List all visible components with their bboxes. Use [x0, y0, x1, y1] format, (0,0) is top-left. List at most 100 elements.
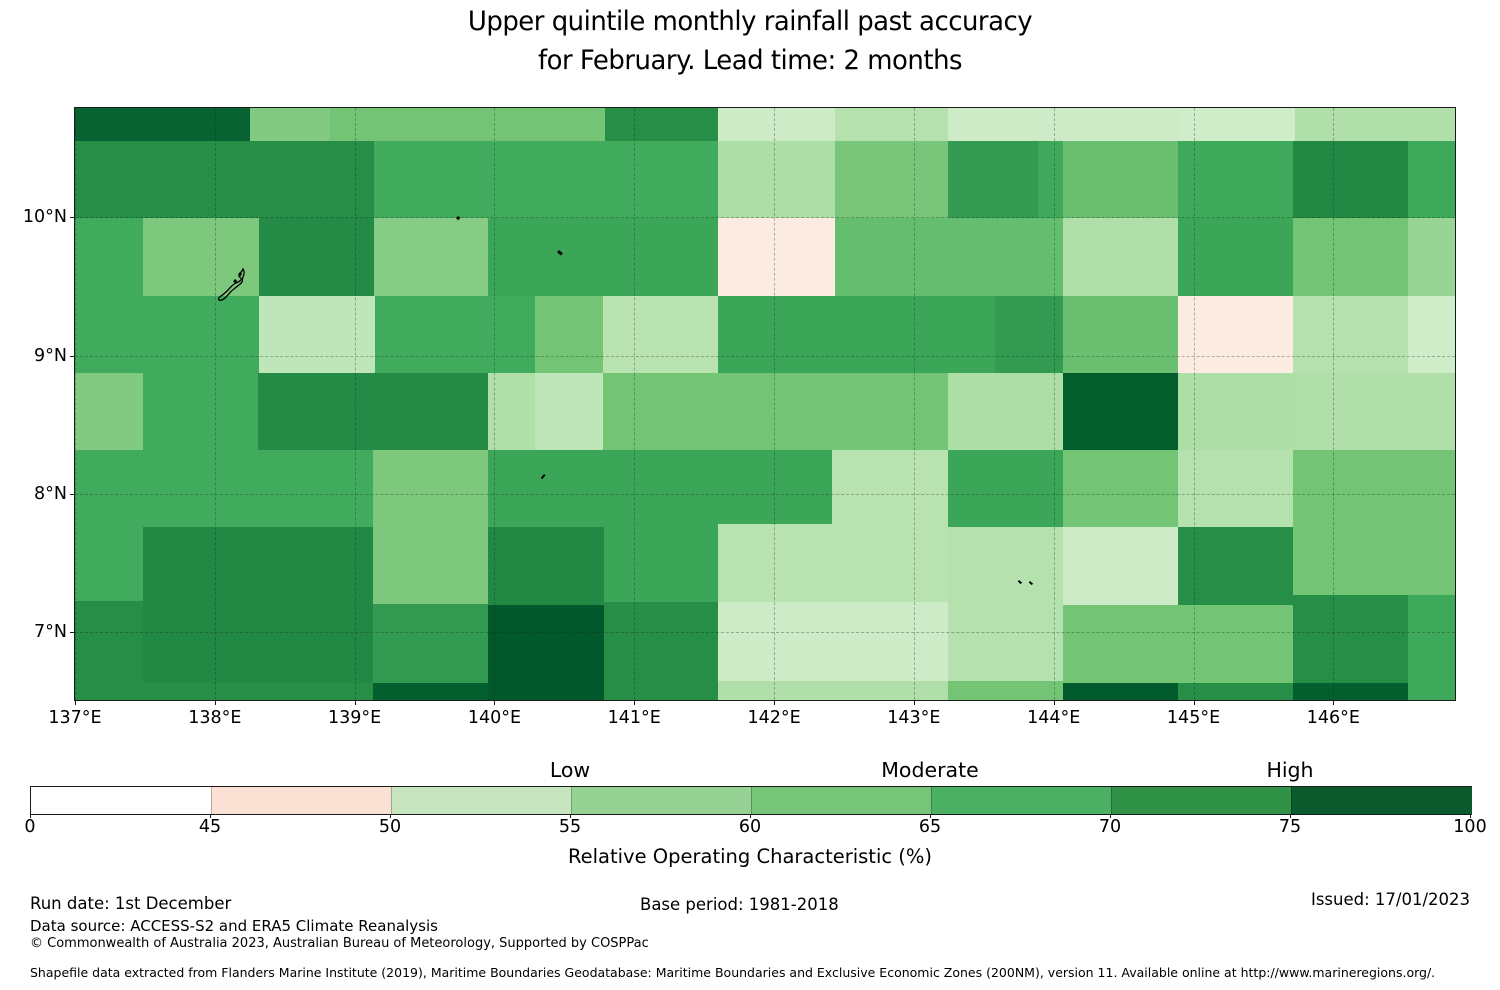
- chart-title-line2: for February. Lead time: 2 months: [537, 45, 963, 76]
- heatmap-cell: [1038, 141, 1063, 218]
- colorbar-tick: [1290, 814, 1291, 818]
- colorbar-tick: [30, 814, 31, 818]
- heatmap-cell: [75, 108, 250, 141]
- heatmap-cell: [1408, 141, 1455, 218]
- heatmap-cell: [250, 108, 330, 141]
- heatmap-cell: [604, 527, 718, 602]
- heatmap-cell: [718, 296, 995, 373]
- heatmap-cell: [718, 218, 835, 296]
- colorbar-tick: [570, 814, 571, 818]
- colorbar-tick-label: 55: [558, 817, 582, 837]
- longitude-gridline: [75, 108, 76, 700]
- latitude-gridline: [75, 632, 1455, 634]
- heatmap-cell: [75, 601, 143, 700]
- x-axis-tick: [1053, 700, 1055, 705]
- colorbar-tick-label: 75: [1278, 817, 1302, 837]
- x-axis-tick-label: 137°E: [48, 708, 102, 728]
- colorbar-tick-label: 65: [918, 817, 942, 837]
- x-axis-tick: [1333, 700, 1335, 705]
- heatmap-cell: [948, 450, 1063, 527]
- colorbar-segment: [211, 787, 392, 814]
- colorbar-region-label: Moderate: [881, 758, 979, 782]
- heatmap-cell: [1063, 527, 1178, 605]
- heatmap-cell: [1293, 296, 1408, 373]
- heatmap-cell: [488, 373, 535, 450]
- x-axis-tick-label: 140°E: [467, 708, 522, 728]
- heatmap-cell: [75, 141, 374, 218]
- latitude-gridline: [75, 493, 1455, 495]
- heatmap-cell: [488, 450, 832, 527]
- colorbar-tick-label: 50: [378, 817, 402, 837]
- heatmap-cell: [948, 681, 1063, 700]
- shapefile-attribution-text: Shapefile data extracted from Flanders M…: [30, 965, 1436, 980]
- heatmap-cell: [835, 218, 1063, 296]
- heatmap-cell: [535, 373, 603, 450]
- heatmap-cell: [1063, 218, 1178, 296]
- heatmap-cell: [1295, 108, 1455, 141]
- heatmap-cell: [835, 108, 948, 141]
- colorbar-segment: [571, 787, 752, 814]
- copyright-text: © Commonwealth of Australia 2023, Austra…: [30, 936, 649, 951]
- heatmap-cell: [718, 108, 835, 141]
- heatmap-cell: [1293, 595, 1408, 683]
- y-axis-tick: [70, 355, 75, 357]
- heatmap-cell: [1063, 605, 1178, 683]
- heatmap-cell: [1063, 373, 1178, 450]
- y-axis-tick-label: 8°N: [34, 483, 67, 504]
- colorbar-tick: [1110, 814, 1111, 818]
- heatmap-cell: [1178, 450, 1293, 527]
- colorbar-segment: [751, 787, 932, 814]
- colorbar-tick-label: 45: [198, 817, 222, 837]
- heatmap-cell: [1178, 141, 1293, 218]
- heatmap-cell: [75, 296, 259, 373]
- colorbar-region-label: High: [1266, 758, 1314, 782]
- x-axis-tick: [494, 700, 496, 705]
- x-axis-tick-label: 146°E: [1306, 708, 1360, 728]
- issued-date-text: Issued: 17/01/2023: [1310, 890, 1470, 909]
- heatmap-cell: [605, 108, 718, 141]
- x-axis-tick: [913, 700, 915, 705]
- chart-title-line1: Upper quintile monthly rainfall past acc…: [467, 6, 1033, 37]
- x-axis-tick-label: 142°E: [747, 708, 801, 728]
- colorbar-tick: [750, 814, 751, 818]
- heatmap-cell: [1295, 373, 1455, 450]
- heatmap-cell: [995, 296, 1063, 373]
- x-axis-tick-label: 143°E: [887, 708, 941, 728]
- heatmap-cell: [1178, 108, 1295, 141]
- colorbar-segment: [1291, 787, 1472, 814]
- y-axis-tick: [70, 493, 75, 495]
- x-axis-tick: [1193, 700, 1195, 705]
- heatmap-cell: [1293, 683, 1408, 700]
- heatmap-cell: [603, 373, 948, 450]
- heatmap-cell: [1293, 218, 1408, 296]
- heatmap-cell: [488, 605, 604, 700]
- heatmap-cell: [948, 108, 1178, 141]
- heatmap-cell: [488, 527, 604, 605]
- x-axis-tick: [634, 700, 636, 705]
- colorbar-tick: [930, 814, 931, 818]
- colorbar-tick-label: 70: [1098, 817, 1122, 837]
- y-axis-tick: [70, 632, 75, 634]
- colorbar-tick: [1470, 814, 1471, 818]
- y-axis-tick-label: 9°N: [34, 345, 67, 366]
- heatmap-cell: [488, 218, 718, 296]
- heatmap-cell: [259, 218, 374, 296]
- heatmap-cell: [75, 527, 143, 601]
- heatmap-cell: [75, 450, 373, 527]
- heatmap-cell: [835, 141, 948, 218]
- x-axis-tick: [214, 700, 216, 705]
- heatmap-cell: [1408, 218, 1455, 296]
- heatmap-cell: [718, 141, 835, 218]
- heatmap-cell: [75, 373, 143, 450]
- x-axis-tick: [75, 700, 76, 705]
- longitude-gridline: [494, 108, 496, 700]
- longitude-gridline: [634, 108, 636, 700]
- heatmap-cell: [1408, 296, 1455, 373]
- heatmap-cell: [948, 373, 1063, 450]
- heatmap-cell: [1293, 141, 1408, 218]
- heatmap-cell: [373, 604, 488, 683]
- heatmap-cell: [718, 681, 948, 700]
- longitude-gridline: [913, 108, 915, 700]
- heatmap-cell: [1293, 450, 1455, 595]
- colorbar-tick-label: 60: [738, 817, 762, 837]
